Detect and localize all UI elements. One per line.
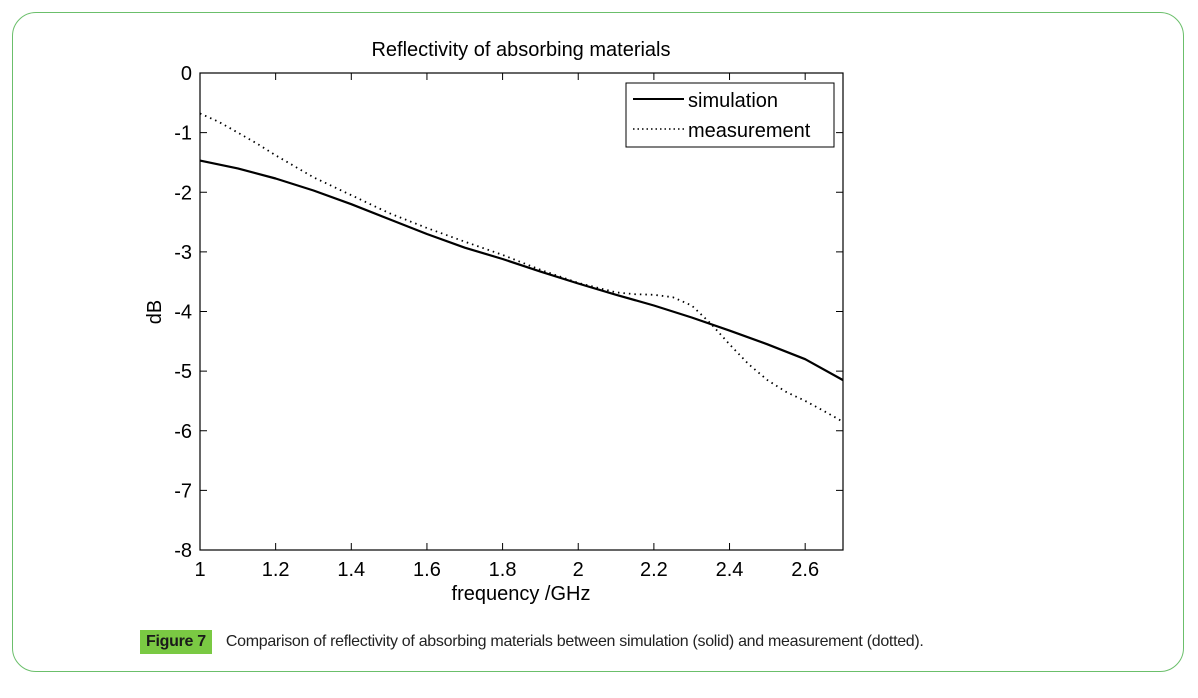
series-line-measurement xyxy=(199,112,844,423)
series-line-simulation xyxy=(199,159,844,382)
y-tick-label: -4 xyxy=(174,302,192,324)
y-tick-label: -6 xyxy=(174,421,192,443)
y-tick-label: 0 xyxy=(181,63,192,85)
chart-title: Reflectivity of absorbing materials xyxy=(371,39,670,61)
x-tick-label: 2.6 xyxy=(791,559,819,581)
x-axis-ticks: 1 1.2 1.4 1.6 1.8 2 2.2 2.4 2.6 xyxy=(194,73,819,581)
y-tick-label: -1 xyxy=(174,123,192,145)
y-tick-label: -7 xyxy=(174,480,192,502)
legend-label-simulation: simulation xyxy=(688,90,778,112)
figure-label: Figure 7 xyxy=(140,630,212,654)
x-tick-label: 1.2 xyxy=(262,559,290,581)
y-axis-ticks: 0 -1 -2 -3 -4 -5 -6 -7 -8 xyxy=(174,63,843,562)
legend-label-measurement: measurement xyxy=(688,120,811,142)
y-tick-label: -3 xyxy=(174,242,192,264)
series-layer xyxy=(199,112,844,423)
x-axis-label: frequency /GHz xyxy=(452,583,591,605)
legend-box xyxy=(625,82,835,148)
x-tick-label: 2.2 xyxy=(640,559,668,581)
x-tick-label: 1 xyxy=(194,559,205,581)
caption-text: Comparison of reflectivity of absorbing … xyxy=(225,633,924,650)
y-tick-label: -8 xyxy=(174,540,192,562)
y-axis-label: dB xyxy=(144,300,166,324)
x-tick-label: 2 xyxy=(573,559,584,581)
x-tick-label: 1.4 xyxy=(337,559,365,581)
x-tick-label: 1.8 xyxy=(489,559,517,581)
y-tick-label: -2 xyxy=(174,182,192,204)
x-tick-label: 2.4 xyxy=(716,559,744,581)
figure-caption: Figure 7 Comparison of reflectivity of a… xyxy=(140,628,924,656)
y-tick-label: -5 xyxy=(174,361,192,383)
figure-frame xyxy=(12,12,1184,672)
x-tick-label: 1.6 xyxy=(413,559,441,581)
legend: simulation measurement xyxy=(625,82,835,148)
plot-area xyxy=(199,72,844,551)
